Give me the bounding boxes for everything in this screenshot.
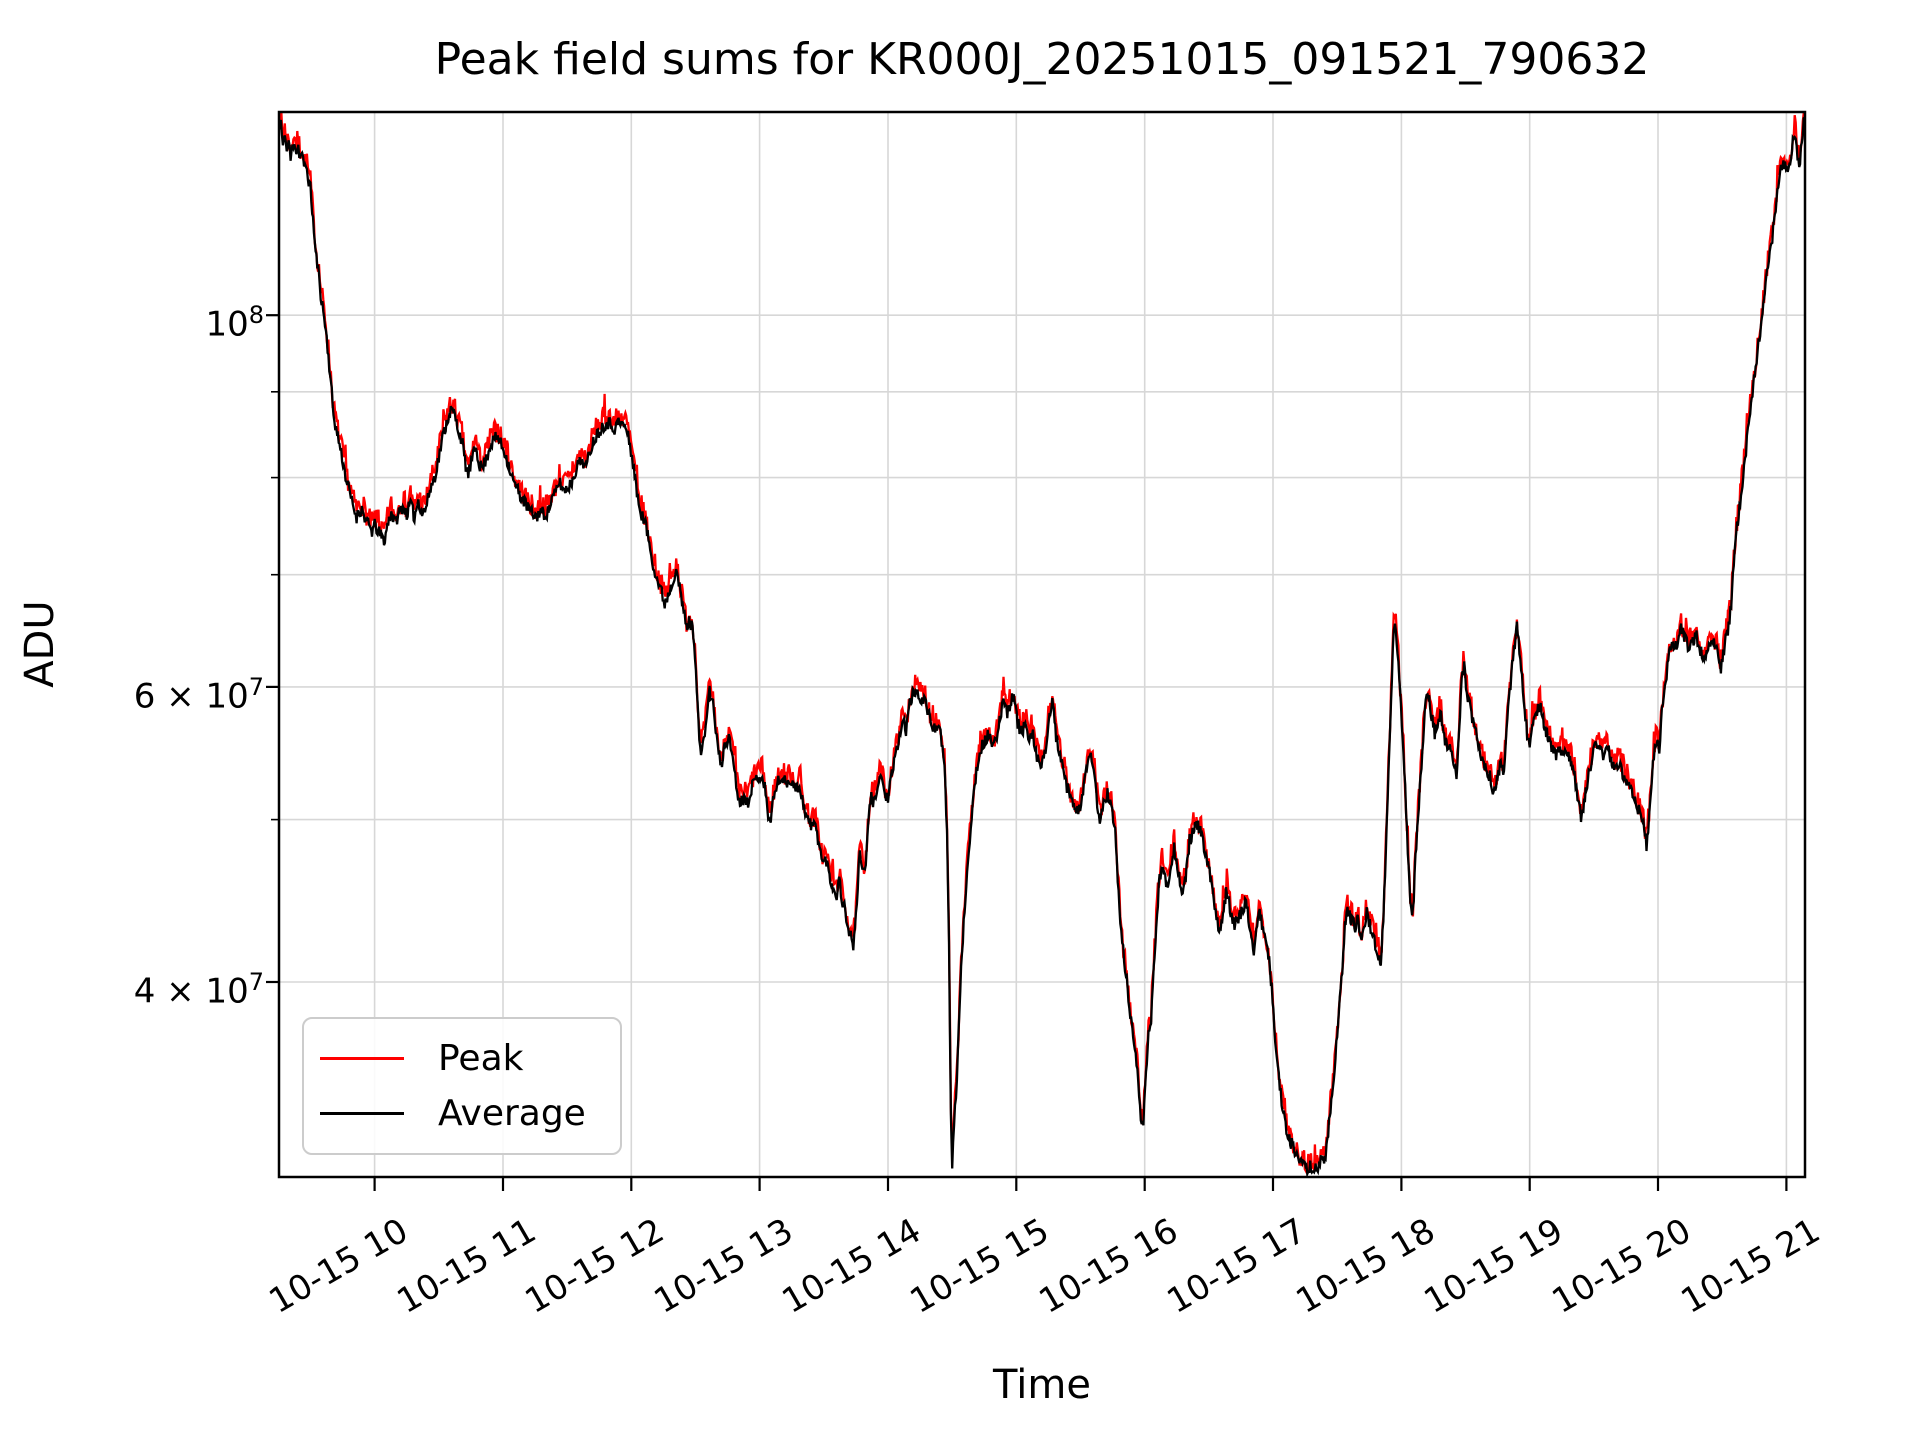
series-lines: [279, 112, 1805, 1177]
average-line: [279, 116, 1805, 1177]
legend-entry-peak: Peak: [320, 1038, 620, 1079]
legend-line-sample-peak: [320, 1056, 404, 1060]
y-tick-label: 4 × 107: [133, 968, 264, 1012]
x-axis-label: Time: [993, 1362, 1091, 1408]
gridlines: [279, 112, 1805, 1177]
y-tick-label: 108: [205, 301, 264, 345]
legend-entry-average: Average: [320, 1093, 620, 1134]
peak-line: [279, 112, 1805, 1175]
y-axis-label: ADU: [17, 600, 63, 688]
y-tick-label: 6 × 107: [133, 672, 264, 717]
chart-title: Peak field sums for KR000J_20251015_0915…: [434, 34, 1650, 85]
legend-label-average: Average: [438, 1093, 586, 1135]
axes-spines-ticks: [266, 110, 1807, 1191]
legend-label-peak: Peak: [438, 1037, 524, 1079]
legend-line-sample-average: [320, 1112, 404, 1116]
legend: Peak Average: [302, 1017, 622, 1155]
